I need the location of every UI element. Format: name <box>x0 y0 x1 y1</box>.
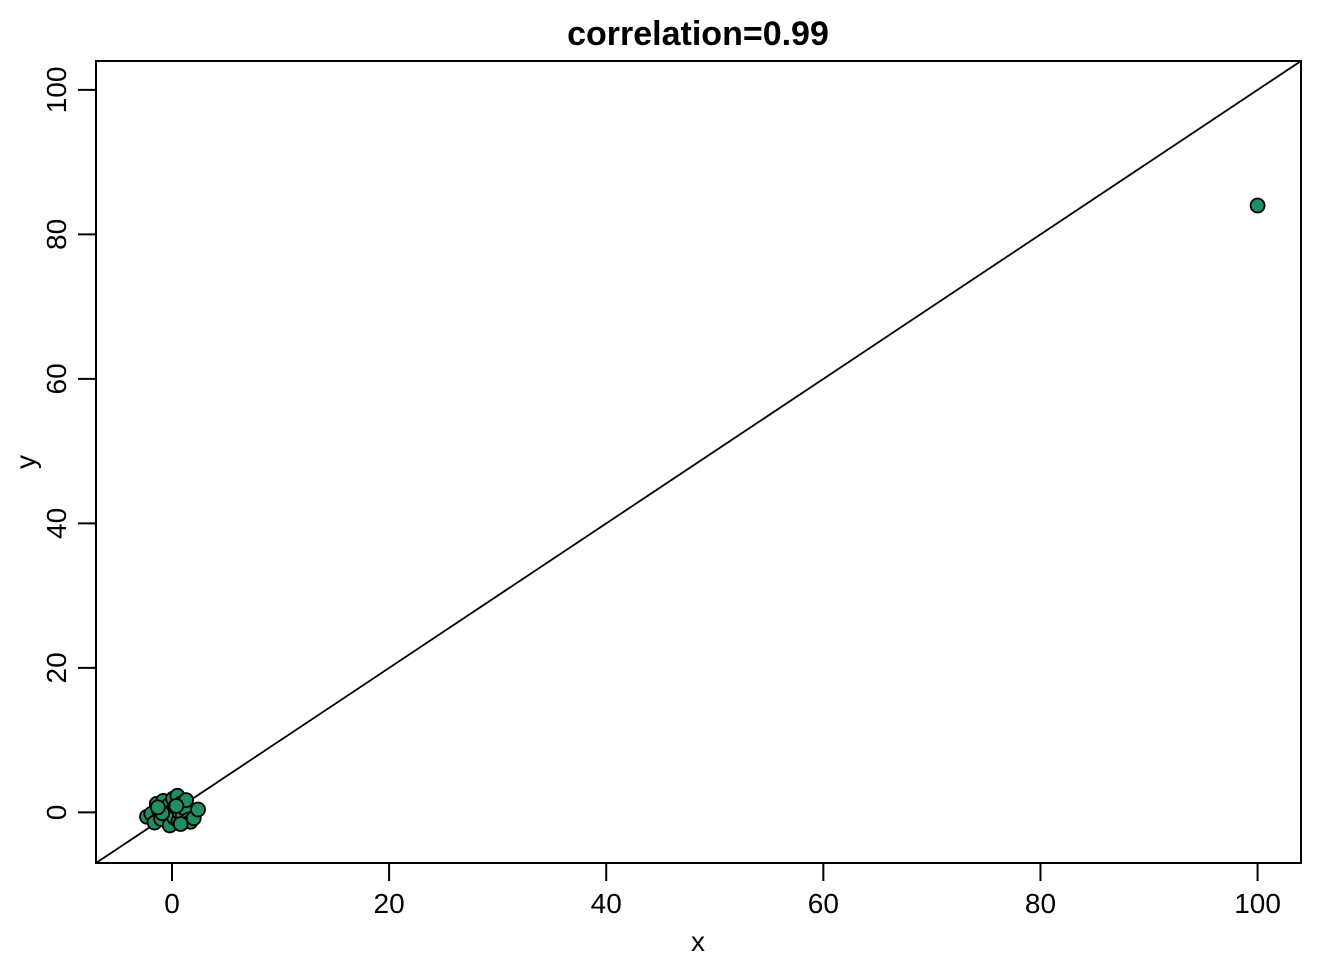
y-tick-label: 80 <box>41 219 72 250</box>
reference-line-layer <box>95 60 1302 864</box>
y-axis-label: y <box>10 455 41 469</box>
y-tick-label: 40 <box>41 508 72 539</box>
y-tick-label: 60 <box>41 363 72 394</box>
x-tick-label: 40 <box>591 888 622 919</box>
data-point <box>172 816 189 832</box>
x-tick-label: 0 <box>164 888 180 919</box>
y-axis: 0 20 40 60 80 100 <box>41 67 97 821</box>
data-point <box>1249 197 1266 214</box>
y-tick-label: 100 <box>41 67 72 114</box>
x-axis-label: x <box>691 926 705 957</box>
x-axis: 0 20 40 60 80 100 <box>164 862 1281 919</box>
x-tick-label: 80 <box>1025 888 1056 919</box>
data-point <box>168 798 185 814</box>
x-tick-label: 60 <box>808 888 839 919</box>
y-tick-label: 20 <box>41 652 72 683</box>
data-point <box>190 801 206 818</box>
y-tick-label: 0 <box>41 805 72 821</box>
reference-line <box>95 60 1302 864</box>
data-point <box>149 799 166 816</box>
x-tick-label: 100 <box>1234 888 1281 919</box>
points-layer <box>139 197 1266 834</box>
x-tick-label: 20 <box>374 888 405 919</box>
chart-title: correlation=0.99 <box>567 15 829 53</box>
